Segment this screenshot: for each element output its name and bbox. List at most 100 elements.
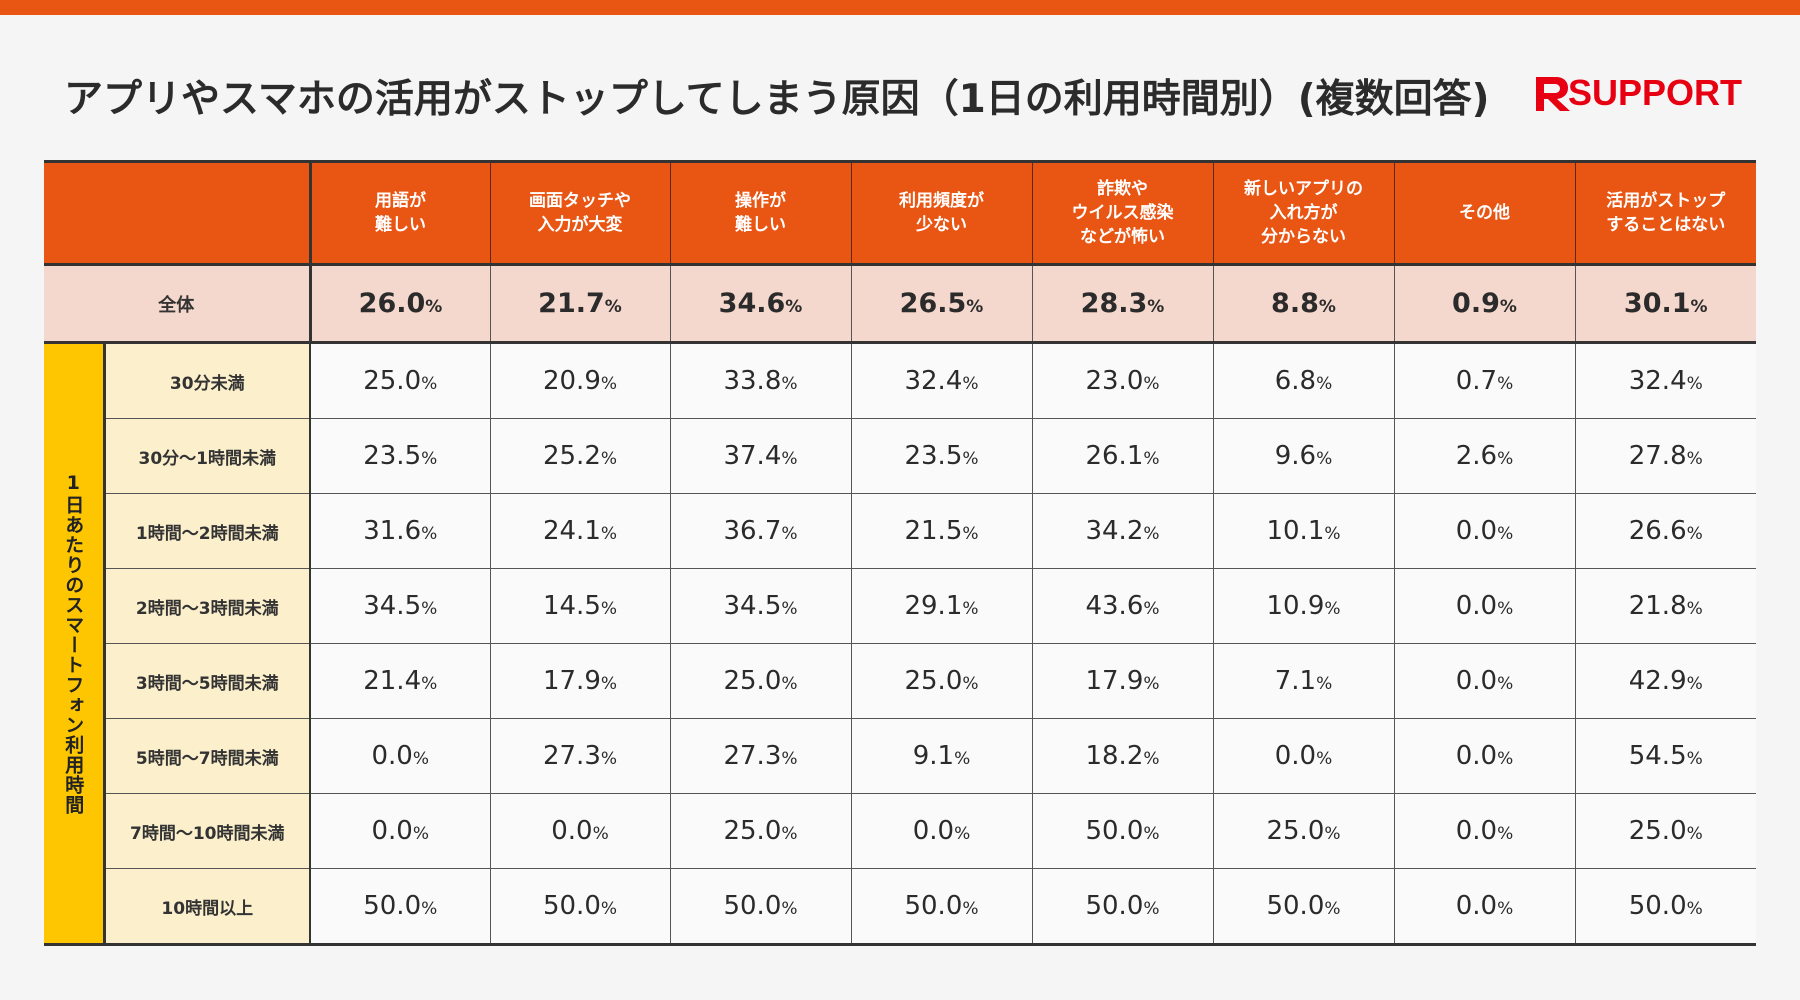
value-number: 18.2 xyxy=(1085,741,1144,771)
value-number: 21.5 xyxy=(904,516,963,546)
percent-sign: % xyxy=(781,899,798,919)
percent-sign: % xyxy=(954,749,971,769)
column-header: 活用がストップ することはない xyxy=(1574,160,1756,265)
value-cell: 34.2% xyxy=(1031,493,1213,569)
percent-sign: % xyxy=(421,899,438,919)
value-number: 7.1 xyxy=(1274,666,1317,696)
value-cell: 9.6% xyxy=(1212,418,1394,494)
value-cell: 7.1% xyxy=(1212,643,1394,719)
value-cell: 32.4% xyxy=(1574,342,1756,419)
value-cell: 42.9% xyxy=(1574,643,1756,719)
value-number: 50.0 xyxy=(723,891,782,921)
value-cell: 14.5% xyxy=(489,568,670,644)
rsupport-r-icon xyxy=(1536,77,1570,111)
percent-sign: % xyxy=(1686,899,1703,919)
value-number: 50.0 xyxy=(1085,816,1144,846)
percent-sign: % xyxy=(1324,899,1341,919)
value-cell: 21.8% xyxy=(1574,568,1756,644)
value-cell: 0.0% xyxy=(1393,718,1575,794)
column-header: 新しいアプリの 入れ方が 分からない xyxy=(1212,160,1394,265)
value-cell: 50.0% xyxy=(1574,868,1756,946)
value-number: 0.7 xyxy=(1455,366,1498,396)
value-number: 26.0 xyxy=(358,288,426,319)
value-number: 34.6 xyxy=(718,288,786,319)
percent-sign: % xyxy=(1143,824,1160,844)
value-number: 50.0 xyxy=(1085,891,1144,921)
value-number: 27.3 xyxy=(542,741,601,771)
table-row: 7時間～10時間未満 0.0% 0.0% 25.0% 0.0% 50.0% 25.0% 0.0… xyxy=(44,793,1756,869)
percent-sign: % xyxy=(1686,674,1703,694)
value-number: 43.6 xyxy=(1085,591,1144,621)
value-number: 29.1 xyxy=(904,591,963,621)
value-number: 25.0 xyxy=(1266,816,1325,846)
value-cell: 31.6% xyxy=(309,493,490,569)
value-cell: 6.8% xyxy=(1212,342,1394,419)
value-number: 50.0 xyxy=(542,891,601,921)
value-cell: 25.0% xyxy=(309,342,490,419)
value-cell: 10.9% xyxy=(1212,568,1394,644)
percent-sign: % xyxy=(604,297,622,317)
percent-sign: % xyxy=(781,449,798,469)
value-cell: 50.0% xyxy=(850,868,1032,946)
percent-sign: % xyxy=(954,824,971,844)
column-header: その他 xyxy=(1393,160,1575,265)
percent-sign: % xyxy=(1499,297,1517,317)
value-number: 10.9 xyxy=(1266,591,1325,621)
percent-sign: % xyxy=(966,297,984,317)
value-number: 50.0 xyxy=(1628,891,1687,921)
value-number: 26.6 xyxy=(1628,516,1687,546)
percent-sign: % xyxy=(1316,449,1333,469)
column-header: 用語が 難しい xyxy=(309,160,490,265)
percent-sign: % xyxy=(1497,599,1514,619)
value-cell: 37.4% xyxy=(669,418,851,494)
value-cell: 9.1% xyxy=(850,718,1032,794)
percent-sign: % xyxy=(600,749,618,769)
column-header: 画面タッチや 入力が大変 xyxy=(489,160,670,265)
value-number: 9.6 xyxy=(1274,441,1317,471)
percent-sign: % xyxy=(1686,449,1703,469)
percent-sign: % xyxy=(1324,599,1341,619)
table-row: 5時間～7時間未満 0.0% 27.3% 27.3% 9.1% 18.2% 0.0% 0.0%… xyxy=(44,718,1756,794)
value-number: 0.0 xyxy=(1455,666,1498,696)
percent-sign: % xyxy=(1147,297,1165,317)
percent-sign: % xyxy=(1497,674,1514,694)
rsupport-logo: SUPPORT xyxy=(1530,68,1742,118)
value-cell: 20.9% xyxy=(489,342,670,419)
percent-sign: % xyxy=(600,374,618,394)
percent-sign: % xyxy=(781,674,798,694)
value-number: 26.5 xyxy=(899,288,967,319)
value-cell: 25.0% xyxy=(850,643,1032,719)
value-number: 33.8 xyxy=(723,366,782,396)
percent-sign: % xyxy=(1143,524,1160,544)
value-number: 34.5 xyxy=(723,591,782,621)
value-cell: 0.0% xyxy=(1393,568,1575,644)
overall-row: 全体 26.0% 21.7% 34.6% 26.5% 28.3% 8.8% 0.9% 30.1… xyxy=(44,263,1756,344)
percent-sign: % xyxy=(1324,824,1341,844)
row-label: 5時間～7時間未満 xyxy=(102,718,311,794)
value-number: 20.9 xyxy=(542,366,601,396)
percent-sign: % xyxy=(962,374,979,394)
value-number: 0.0 xyxy=(1274,741,1317,771)
value-number: 25.0 xyxy=(723,666,782,696)
value-cell: 26.5% xyxy=(850,263,1032,344)
percent-sign: % xyxy=(1497,824,1514,844)
value-cell: 0.0% xyxy=(1393,868,1575,946)
page-title: アプリやスマホの活用がストップしてしまう原因（1日の利用時間別）(複数回答) xyxy=(64,77,1490,122)
value-cell: 23.0% xyxy=(1031,342,1213,419)
percent-sign: % xyxy=(600,449,618,469)
table-row: 30分～1時間未満 23.5% 25.2% 37.4% 23.5% 26.1% 9.6% 2.… xyxy=(44,418,1756,494)
value-number: 30.1 xyxy=(1623,288,1691,319)
percent-sign: % xyxy=(421,599,438,619)
percent-sign: % xyxy=(1316,749,1333,769)
value-cell: 0.7% xyxy=(1393,342,1575,419)
value-cell: 0.0% xyxy=(850,793,1032,869)
value-number: 42.9 xyxy=(1628,666,1687,696)
value-cell: 26.0% xyxy=(309,263,490,344)
value-number: 37.4 xyxy=(723,441,782,471)
value-cell: 25.0% xyxy=(669,793,851,869)
row-label: 2時間～3時間未満 xyxy=(102,568,311,644)
value-cell: 26.1% xyxy=(1031,418,1213,494)
row-label: 7時間～10時間未満 xyxy=(102,793,311,869)
value-cell: 50.0% xyxy=(489,868,670,946)
value-cell: 25.0% xyxy=(1574,793,1756,869)
